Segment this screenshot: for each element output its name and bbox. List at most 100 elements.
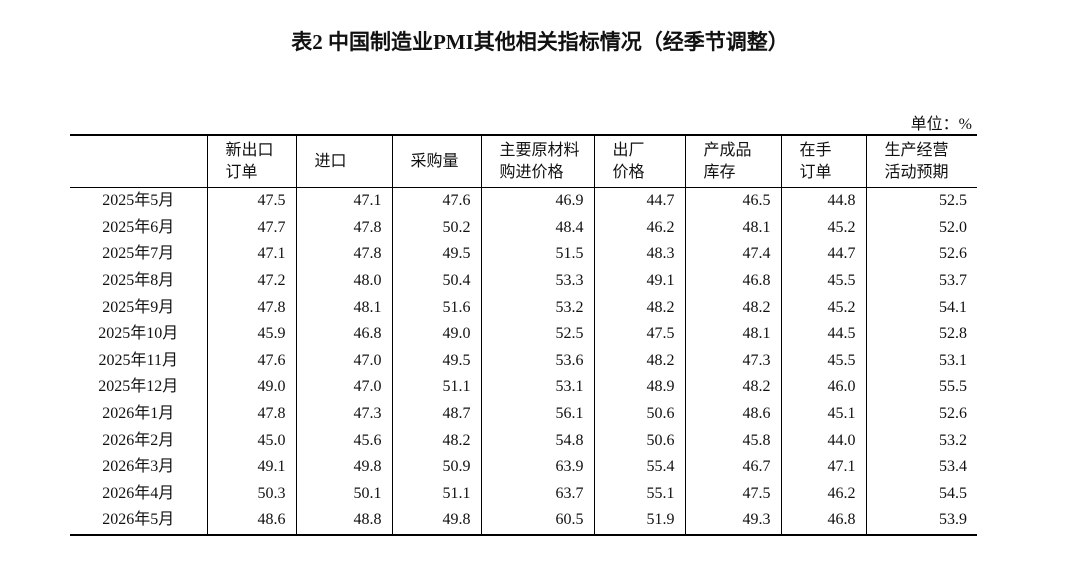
row-label: 2025年12月 [98,378,179,396]
value-cell: 52.6 [865,400,977,428]
header-text: 活动预期 [884,163,949,181]
table-row: 2025年11月 47.6 47.0 49.5 53.6 48.2 47.3 45.5 53.1 [70,347,977,375]
value-cell: 51.5 [480,241,594,268]
value-cell: 47.7 [206,214,296,242]
row-label: 2026年2月 [102,431,175,449]
value-cell: 51.6 [391,294,481,321]
value-cell: 48.2 [684,374,781,401]
value-cell: 49.1 [206,453,296,481]
value-cell: 48.6 [684,400,781,428]
value-cell: 49.8 [295,453,392,481]
value-cell: 48.6 [206,507,296,535]
row-label: 2025年11月 [98,351,178,369]
value-cell: 49.0 [206,374,296,401]
header-cell: 产成品 库存 [684,135,781,188]
row-label: 2026年5月 [102,511,175,529]
table-row: 2026年5月 48.6 48.8 49.8 60.5 51.9 49.3 46.8 53.9 [70,507,977,535]
value-cell: 55.1 [593,480,685,508]
value-cell: 53.2 [480,294,594,321]
row-label: 2026年4月 [102,484,175,502]
value-cell: 49.3 [684,507,781,535]
value-cell: 45.5 [780,347,866,375]
value-cell: 47.5 [593,320,685,348]
table-row: 2025年7月 47.1 47.8 49.5 51.5 48.3 47.4 44.7 52.6 [70,241,977,268]
value-cell: 45.2 [780,214,866,242]
value-cell: 48.9 [593,374,685,401]
header-text: 购进价格 [499,163,564,181]
value-cell: 52.8 [865,320,977,348]
row-label: 2025年8月 [102,272,175,290]
value-cell: 53.4 [865,453,977,481]
header-text: 价格 [612,163,645,181]
row-label: 2026年3月 [102,458,175,476]
value-cell: 47.0 [295,374,392,401]
value-cell: 45.2 [780,294,866,321]
header-cell: 主要原材料 购进价格 [480,135,594,188]
value-cell: 44.0 [780,427,866,454]
value-cell: 49.5 [391,241,481,268]
table-row: 2026年3月 49.1 49.8 50.9 63.9 55.4 46.7 47.1 53.4 [70,453,977,481]
table-row: 2026年2月 45.0 45.6 48.2 54.8 50.6 45.8 44.0 53.2 [70,427,977,454]
value-cell: 44.8 [780,187,866,215]
header-cell: 生产经营 活动预期 [865,135,977,188]
table-row: 2026年4月 50.3 50.1 51.1 63.7 55.1 47.5 46.2 54.5 [70,480,977,508]
value-cell: 50.1 [295,480,392,508]
value-cell: 51.9 [593,507,685,535]
value-cell: 47.6 [206,347,296,375]
header-row: 新出口 订单 进口 采购量 主要原材料 购进价格 出厂 价格 产成品 库存 在手 订单 生产经营 活动预期 [70,135,977,188]
unit-label: 单位：% [910,116,972,133]
value-cell: 47.0 [295,347,392,375]
value-cell: 44.5 [780,320,866,348]
value-cell: 47.8 [206,294,296,321]
header-text: 库存 [703,163,736,181]
value-cell: 52.5 [480,320,594,348]
value-cell: 48.7 [391,400,481,428]
row-label: 2025年6月 [102,218,175,236]
value-cell: 54.1 [865,294,977,321]
header-cell: 出厂 价格 [593,135,685,188]
value-cell: 52.5 [865,187,977,215]
value-cell: 53.2 [865,427,977,454]
header-text: 生产经营 [884,141,949,159]
value-cell: 47.3 [295,400,392,428]
value-cell: 46.0 [780,374,866,401]
value-cell: 48.3 [593,241,685,268]
value-cell: 48.2 [391,427,481,454]
value-cell: 46.8 [295,320,392,348]
table-row: 2025年6月 47.7 47.8 50.2 48.4 46.2 48.1 45.2 52.0 [70,214,977,242]
value-cell: 47.8 [206,400,296,428]
value-cell: 45.6 [295,427,392,454]
title: 表2 中国制造业PMI其他相关指标情况（经季节调整） [291,30,789,54]
value-cell: 47.1 [780,453,866,481]
value-cell: 53.3 [480,267,594,295]
value-cell: 53.1 [865,347,977,375]
header-cell: 进口 [295,135,392,188]
value-cell: 50.6 [593,427,685,454]
header-text: 在手 [799,141,832,159]
value-cell: 48.2 [593,347,685,375]
value-cell: 47.8 [295,241,392,268]
value-cell: 52.0 [865,214,977,242]
value-cell: 47.1 [206,241,296,268]
value-cell: 48.1 [295,294,392,321]
header-text: 订单 [225,163,258,181]
table-row: 2025年10月 45.9 46.8 49.0 52.5 47.5 48.1 44.5 52.8 [70,320,977,348]
value-cell: 50.4 [391,267,481,295]
header-cell: 在手 订单 [780,135,866,188]
value-cell: 46.2 [780,480,866,508]
table-row: 2025年9月 47.8 48.1 51.6 53.2 48.2 48.2 45.2 54.1 [70,294,977,321]
value-cell: 49.5 [391,347,481,375]
table-row: 2025年5月 47.5 47.1 47.6 46.9 44.7 46.5 44.8 52.5 [70,187,977,215]
header-text: 订单 [799,163,832,181]
value-cell: 48.2 [684,294,781,321]
value-cell: 53.1 [480,374,594,401]
value-cell: 50.6 [593,400,685,428]
value-cell: 52.6 [865,241,977,268]
header-text: 主要原材料 [499,141,580,159]
header-text: 出厂 [612,141,645,159]
value-cell: 50.3 [206,480,296,508]
header-text: 产成品 [703,141,752,159]
value-cell: 45.9 [206,320,296,348]
value-cell: 47.8 [295,214,392,242]
value-cell: 46.8 [684,267,781,295]
